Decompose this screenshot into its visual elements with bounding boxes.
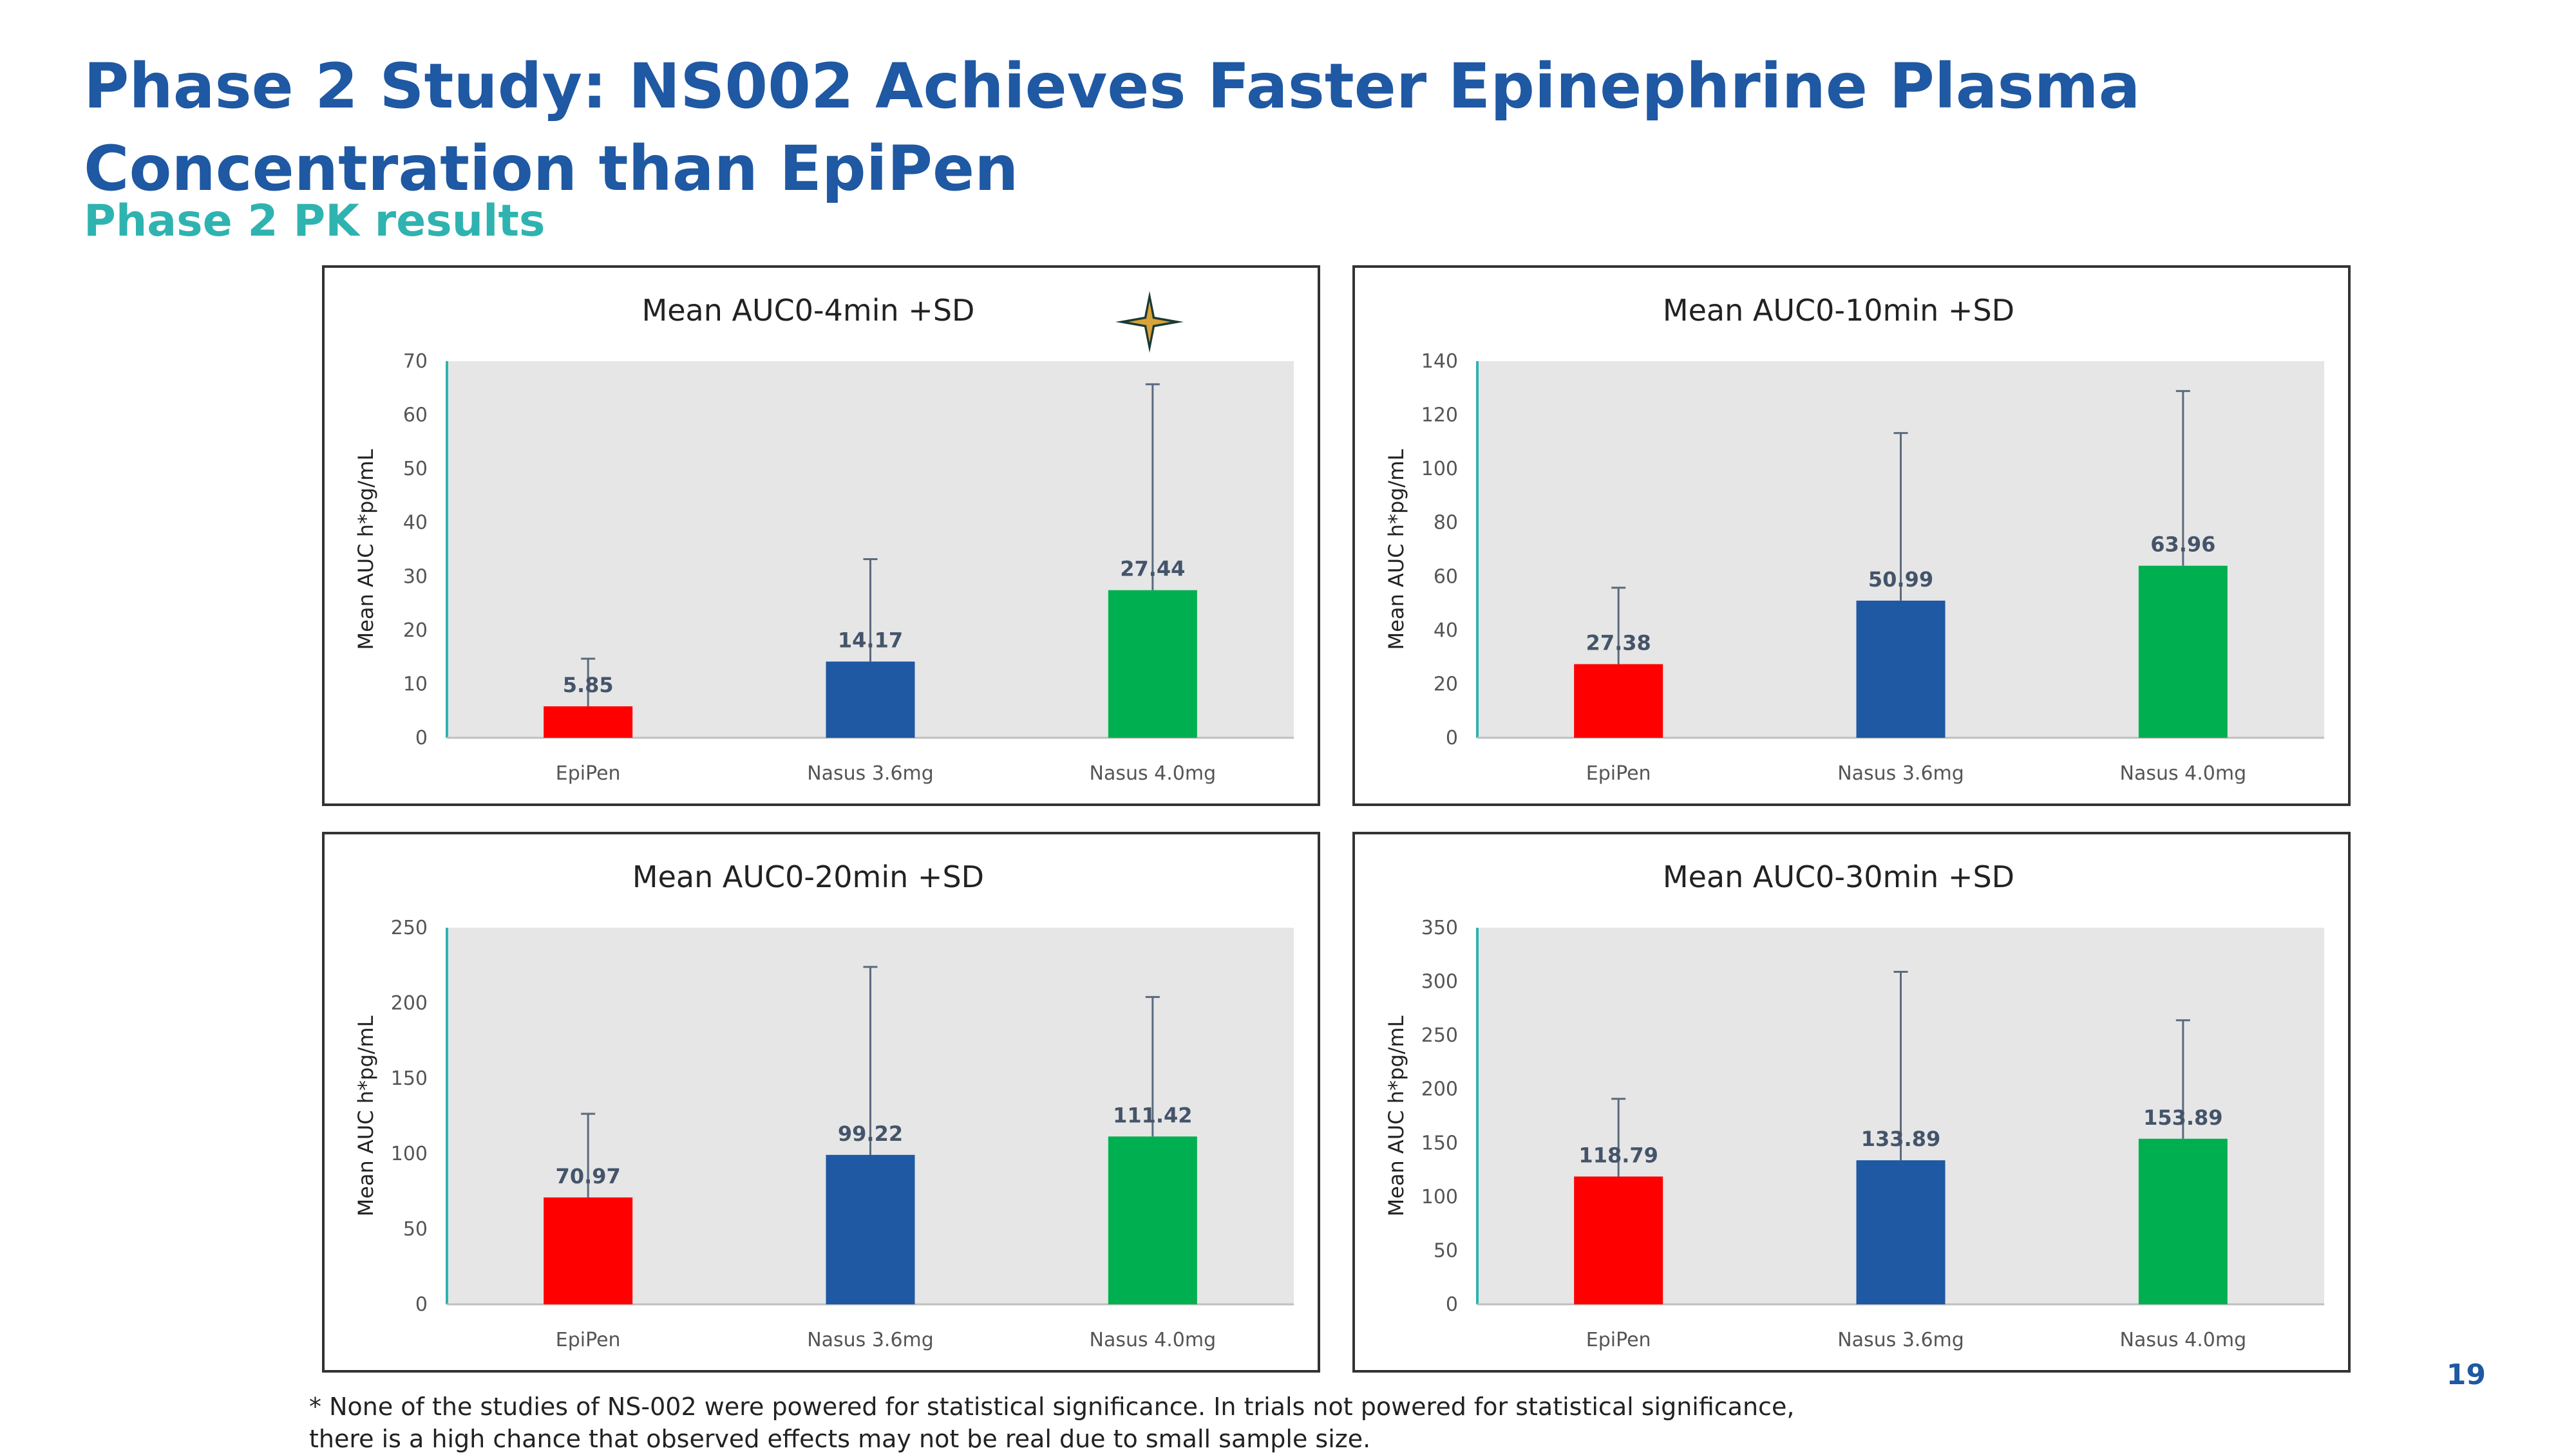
page-number: 19 — [2446, 1358, 2486, 1391]
y-tick-label: 350 — [1421, 917, 1458, 939]
y-tick-label: 60 — [1434, 565, 1458, 588]
chart-panel-auc-10min: Mean AUC0-10min +SD 0 20 40 60 80 100 120 140 Mea… — [1352, 265, 2351, 806]
slide-title: Phase 2 Study: NS002 Achieves Faster Epi… — [84, 50, 2141, 205]
bar-nasus-4-0mg — [1108, 590, 1197, 738]
y-tick-label: 20 — [1434, 673, 1458, 695]
y-tick-label: 100 — [1421, 1186, 1458, 1208]
y-tick-label: 0 — [1446, 1293, 1458, 1316]
y-tick-label: 40 — [1434, 619, 1458, 642]
slide-subtitle: Phase 2 PK results — [84, 196, 545, 247]
y-tick-label: 70 — [403, 350, 428, 373]
y-tick-label: 40 — [403, 512, 428, 534]
bar-nasus-3-6mg — [826, 661, 915, 738]
star-icon — [1115, 291, 1184, 353]
category-label-nasus-3-6mg: Nasus 3.6mg — [807, 762, 934, 785]
y-tick-label: 80 — [1434, 512, 1458, 534]
y-tick-label: 50 — [1434, 1239, 1458, 1262]
y-tick-label: 250 — [1421, 1024, 1458, 1047]
bar-nasus-3-6mg — [1856, 600, 1946, 738]
category-label-nasus-3-6mg: Nasus 3.6mg — [1837, 762, 1964, 785]
data-label-epipen: 5.85 — [563, 673, 614, 697]
chart-title: Mean AUC0-20min +SD — [632, 859, 984, 894]
data-label-epipen: 27.38 — [1586, 631, 1651, 655]
y-tick-label: 250 — [391, 917, 428, 939]
y-tick-label: 150 — [1421, 1132, 1458, 1154]
y-axis-label: Mean AUC h*pg/mL — [1384, 449, 1408, 650]
y-tick-label: 60 — [403, 404, 428, 427]
bar-epipen — [544, 1197, 633, 1304]
category-label-nasus-4-0mg: Nasus 4.0mg — [1090, 1329, 1217, 1351]
chart-title: Mean AUC0-4min +SD — [642, 293, 975, 328]
y-tick-label: 200 — [391, 992, 428, 1015]
bar-nasus-4-0mg — [2138, 1138, 2228, 1304]
data-label-nasus-4-0mg: 27.44 — [1120, 557, 1185, 581]
y-tick-label: 140 — [1421, 350, 1458, 373]
category-label-nasus-3-6mg: Nasus 3.6mg — [807, 1329, 934, 1351]
chart-panel-auc-30min: Mean AUC0-30min +SD 0 50 100 150 200 250 300 350… — [1352, 832, 2351, 1373]
y-axis-label: Mean AUC h*pg/mL — [1384, 1015, 1408, 1216]
bar-nasus-4-0mg — [1108, 1136, 1197, 1304]
data-label-nasus-3-6mg: 50.99 — [1868, 567, 1933, 592]
category-label-epipen: EpiPen — [1586, 762, 1651, 785]
data-label-nasus-4-0mg: 153.89 — [2143, 1105, 2222, 1130]
data-label-epipen: 70.97 — [556, 1164, 621, 1188]
y-axis-label: Mean AUC h*pg/mL — [354, 449, 378, 650]
chart-panel-auc-4min: Mean AUC0-4min +SD 0 10 20 30 40 50 60 70 Mean AU… — [322, 265, 1320, 806]
chart-svg: Mean AUC0-30min +SD 0 50 100 150 200 250 300 350… — [1384, 859, 2324, 1351]
bar-epipen — [1574, 664, 1663, 738]
y-tick-label: 50 — [403, 458, 428, 480]
bar-nasus-4-0mg — [2138, 565, 2228, 738]
chart-svg: Mean AUC0-20min +SD 0 50 100 150 200 250 Mean A… — [354, 859, 1294, 1351]
bar-nasus-3-6mg — [826, 1154, 915, 1304]
y-axis-label: Mean AUC h*pg/mL — [354, 1015, 378, 1216]
y-tick-label: 200 — [1421, 1078, 1458, 1101]
chart-title: Mean AUC0-10min +SD — [1663, 293, 2014, 328]
footnote: * None of the studies of NS-002 were pow… — [309, 1393, 1795, 1453]
bar-nasus-3-6mg — [1856, 1160, 1946, 1304]
y-tick-label: 20 — [403, 619, 428, 642]
data-label-nasus-3-6mg: 133.89 — [1861, 1127, 1940, 1151]
category-label-nasus-3-6mg: Nasus 3.6mg — [1837, 1329, 1964, 1351]
data-label-nasus-4-0mg: 111.42 — [1113, 1103, 1192, 1127]
category-label-nasus-4-0mg: Nasus 4.0mg — [2120, 762, 2247, 785]
y-tick-label: 0 — [415, 727, 428, 749]
chart-panel-auc-20min: Mean AUC0-20min +SD 0 50 100 150 200 250 Mean A… — [322, 832, 1320, 1373]
y-tick-label: 120 — [1421, 404, 1458, 427]
y-tick-label: 30 — [403, 565, 428, 588]
y-tick-label: 100 — [391, 1143, 428, 1165]
y-tick-label: 300 — [1421, 971, 1458, 993]
data-label-nasus-3-6mg: 99.22 — [838, 1122, 903, 1146]
category-label-epipen: EpiPen — [556, 1329, 621, 1351]
category-label-epipen: EpiPen — [1586, 1329, 1651, 1351]
chart-title: Mean AUC0-30min +SD — [1663, 859, 2014, 894]
y-tick-label: 0 — [415, 1293, 428, 1316]
chart-svg: Mean AUC0-10min +SD 0 20 40 60 80 100 120 140 Mea… — [1384, 293, 2324, 785]
data-label-epipen: 118.79 — [1578, 1143, 1658, 1167]
category-label-nasus-4-0mg: Nasus 4.0mg — [1090, 762, 1217, 785]
y-tick-label: 0 — [1446, 727, 1458, 749]
bar-epipen — [544, 706, 633, 738]
y-tick-label: 150 — [391, 1067, 428, 1090]
category-label-nasus-4-0mg: Nasus 4.0mg — [2120, 1329, 2247, 1351]
y-tick-label: 50 — [403, 1218, 428, 1241]
bar-epipen — [1574, 1176, 1663, 1304]
chart-svg: Mean AUC0-4min +SD 0 10 20 30 40 50 60 70 Mean AU… — [354, 293, 1294, 785]
y-tick-label: 100 — [1421, 458, 1458, 480]
data-label-nasus-3-6mg: 14.17 — [838, 628, 903, 653]
data-label-nasus-4-0mg: 63.96 — [2150, 532, 2215, 557]
category-label-epipen: EpiPen — [556, 762, 621, 785]
y-tick-label: 10 — [403, 673, 428, 695]
